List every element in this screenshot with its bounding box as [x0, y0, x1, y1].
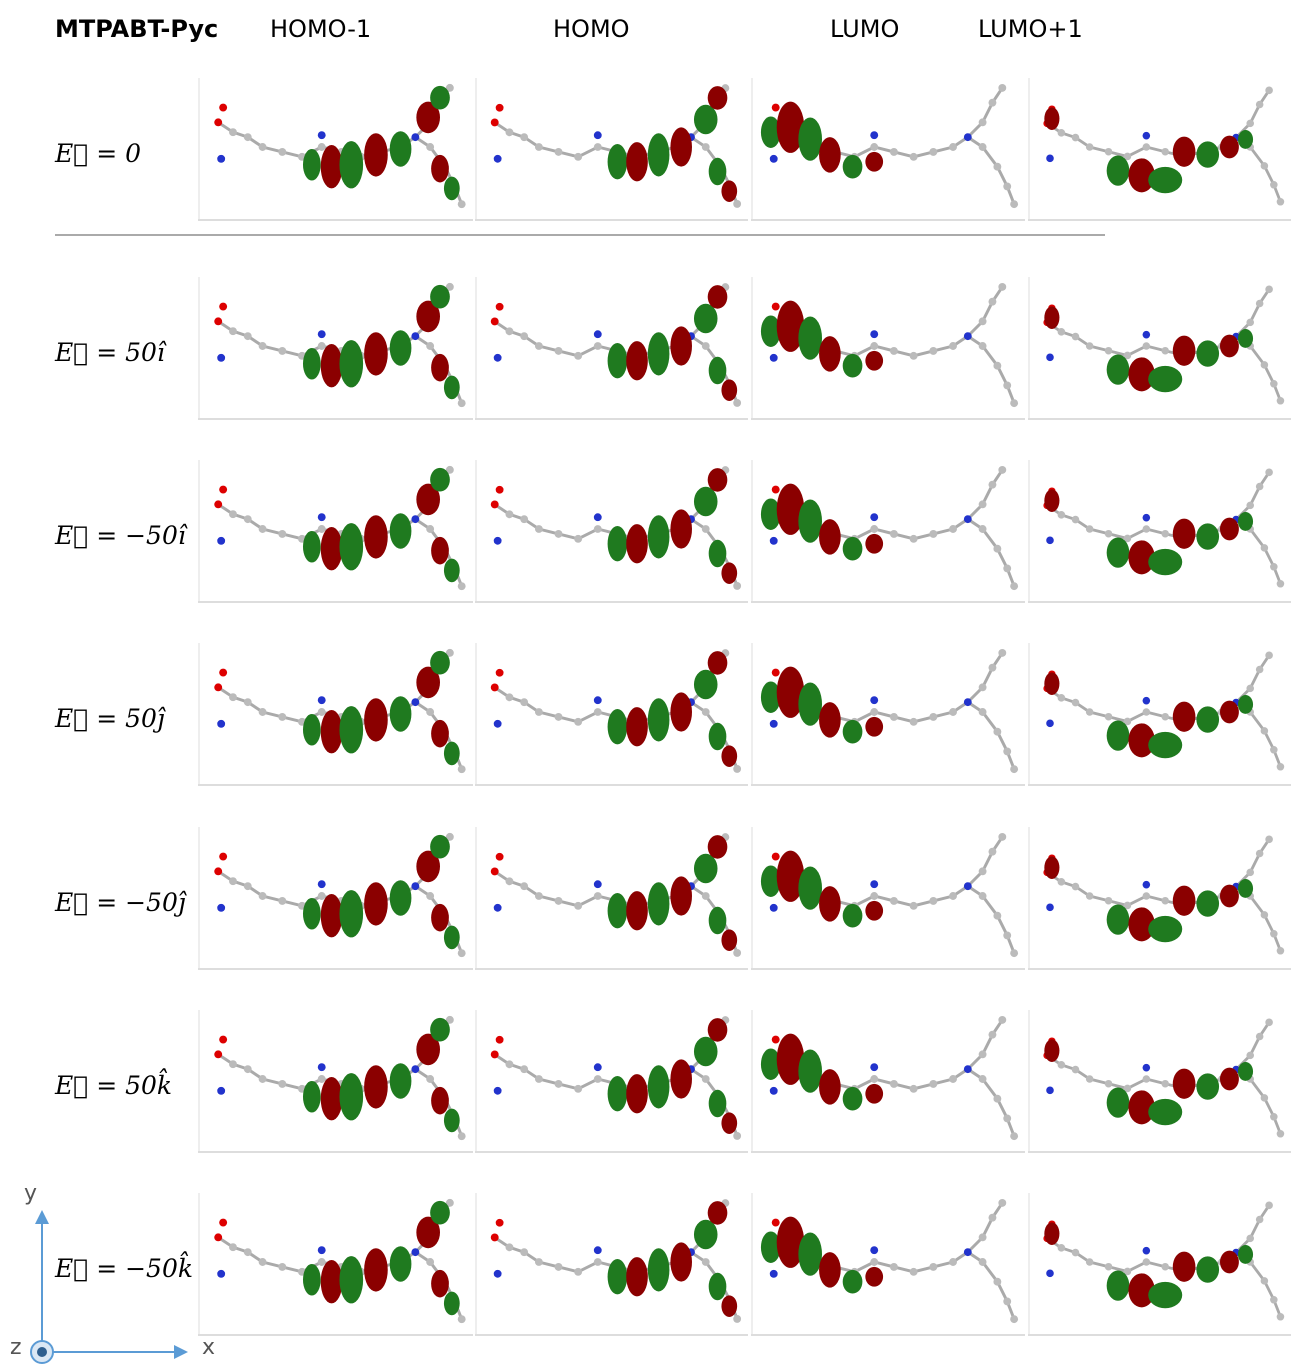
row-label: E⃗ = 50î — [54, 338, 167, 367]
orbital-lobes — [303, 285, 460, 399]
orbital-lobes — [303, 468, 460, 582]
column-header: LUMO+1 — [978, 15, 1083, 43]
orbital-image — [751, 1193, 1025, 1335]
orbital-image — [198, 827, 473, 969]
orbital-image — [198, 277, 473, 419]
orbital-lobes — [303, 651, 460, 765]
orbital-image — [751, 460, 1025, 602]
orbital-lobes — [1044, 1222, 1253, 1308]
column-headers: HOMO-1 HOMO LUMO LUMO+1 — [270, 15, 1083, 43]
orbital-lobes — [303, 1201, 460, 1315]
orbital-image — [1028, 78, 1291, 220]
row-label: E⃗ = 0 — [54, 139, 141, 168]
orbital-image — [1028, 643, 1291, 785]
row: E⃗ = −50î — [54, 460, 1291, 602]
orbital-lobes — [608, 1201, 738, 1317]
orbital-lobes — [761, 667, 883, 744]
orbital-image — [1028, 1193, 1291, 1335]
orbital-image — [751, 78, 1025, 220]
orbital-lobes — [761, 851, 883, 928]
row-label: E⃗ = 50k̂ — [54, 1069, 172, 1100]
orbital-image — [751, 277, 1025, 419]
orbital-lobes — [1044, 672, 1253, 758]
orbital-image — [475, 827, 748, 969]
orbital-lobes — [1044, 489, 1253, 575]
orbital-lobes — [761, 102, 883, 179]
column-header: HOMO-1 — [270, 15, 371, 43]
rows: E⃗ = 0 E⃗ = 50î E⃗ = −50î E⃗ = 50ĵ E⃗ = −50ĵ… — [54, 78, 1291, 1335]
orbital-image — [1028, 827, 1291, 969]
row-label: E⃗ = −50î — [54, 521, 188, 550]
orbital-lobes — [608, 285, 738, 401]
orbital-image — [751, 827, 1025, 969]
orbital-lobes — [761, 301, 883, 378]
orbital-image — [198, 643, 473, 785]
figure: MTPABT-Pyc HOMO-1HOMOLUMOLUMO+1 E⃗ = 0E⃗… — [0, 0, 1291, 1366]
orbital-lobes — [1044, 856, 1253, 942]
axis-label: y — [24, 1181, 37, 1206]
orbital-lobes — [608, 468, 738, 584]
axis-label: z — [10, 1335, 22, 1360]
row: E⃗ = 0 — [54, 78, 1291, 220]
orbital-image — [751, 643, 1025, 785]
orbital-image — [475, 78, 748, 220]
orbital-lobes — [608, 1018, 738, 1134]
row: E⃗ = 50î — [54, 277, 1291, 419]
orbital-lobes — [303, 1018, 460, 1132]
row: E⃗ = −50k̂ — [54, 1193, 1291, 1335]
figure-title: MTPABT-Pyc — [55, 15, 218, 43]
axis-label: x — [202, 1335, 215, 1360]
orbital-image — [751, 1010, 1025, 1152]
orbital-image — [475, 460, 748, 602]
orbital-lobes — [1044, 306, 1253, 392]
orbital-lobes — [303, 86, 460, 200]
orbital-lobes — [608, 86, 738, 202]
orbital-image — [1028, 460, 1291, 602]
orbital-image — [198, 1193, 473, 1335]
orbital-lobes — [761, 484, 883, 561]
orbital-image — [475, 277, 748, 419]
row: E⃗ = 50ĵ — [54, 643, 1291, 785]
orbital-image — [475, 1193, 748, 1335]
orbital-lobes — [608, 651, 738, 767]
orbital-image — [475, 1010, 748, 1152]
orbital-lobes — [303, 835, 460, 949]
orbital-image — [1028, 1010, 1291, 1152]
orbital-image — [475, 643, 748, 785]
orbital-image — [198, 460, 473, 602]
orbital-image — [1028, 277, 1291, 419]
column-header: HOMO — [553, 15, 630, 43]
orbital-image — [198, 1010, 473, 1152]
orbital-lobes — [1044, 1039, 1253, 1125]
row: E⃗ = 50k̂ — [54, 1010, 1291, 1152]
column-header: LUMO — [830, 15, 899, 43]
row-label: E⃗ = −50ĵ — [54, 888, 187, 917]
orbital-lobes — [761, 1217, 883, 1294]
row-label: E⃗ = 50ĵ — [54, 704, 166, 733]
row-label: E⃗ = −50k̂ — [54, 1252, 193, 1283]
orbital-lobes — [761, 1034, 883, 1111]
orbital-image — [198, 78, 473, 220]
orbital-lobes — [1044, 107, 1253, 193]
orbital-lobes — [608, 835, 738, 951]
row: E⃗ = −50ĵ — [54, 827, 1291, 969]
